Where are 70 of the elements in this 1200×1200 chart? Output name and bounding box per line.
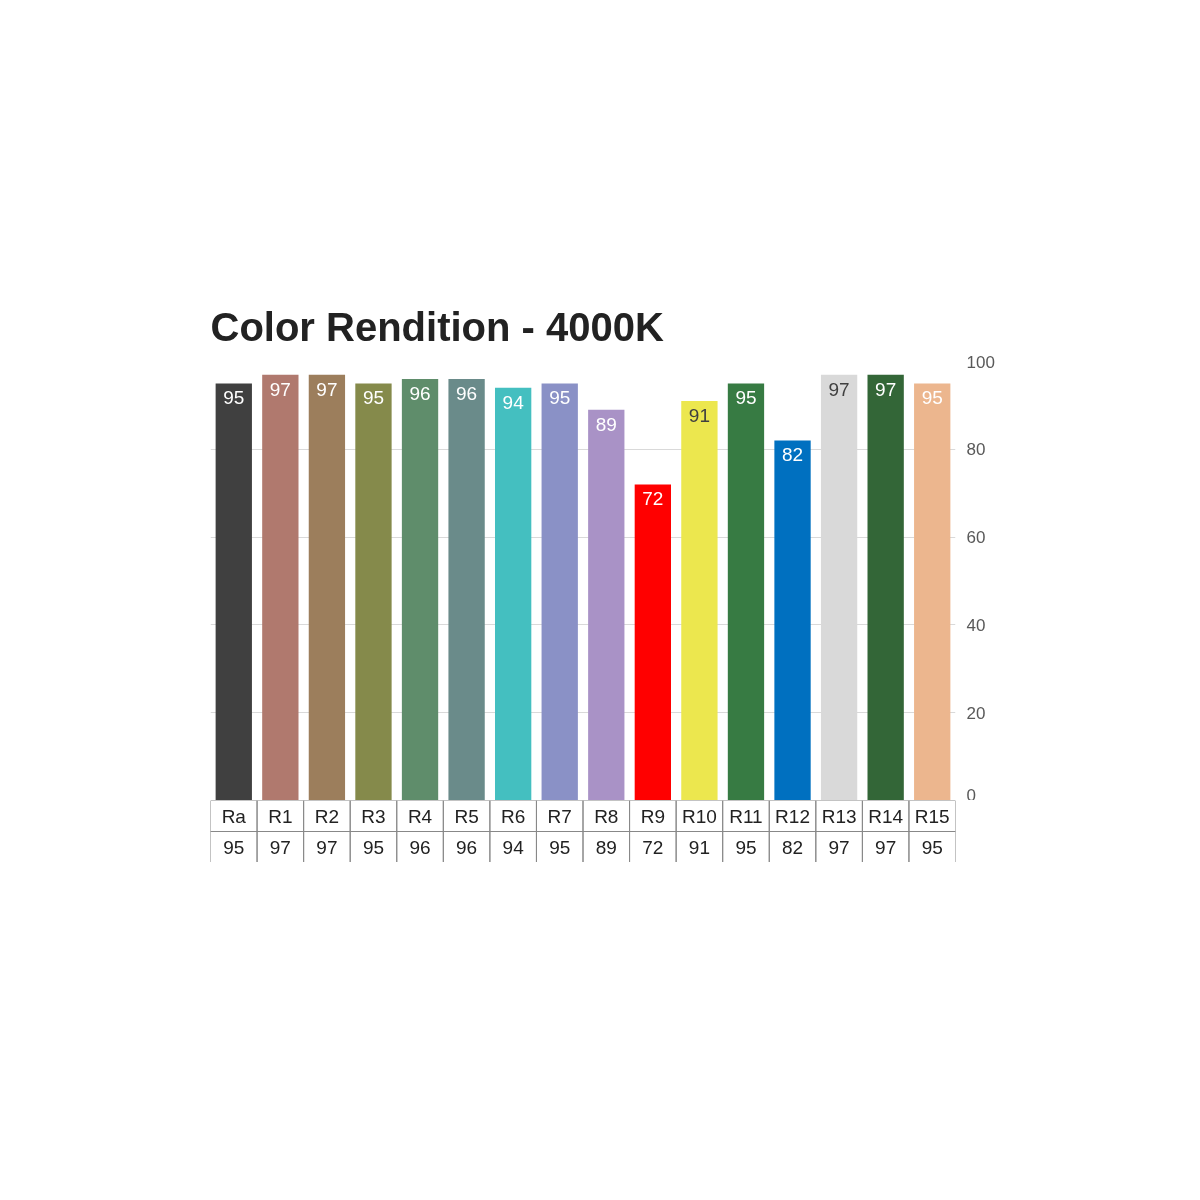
bar xyxy=(727,383,765,800)
annotation: 96 xyxy=(456,382,478,404)
bar xyxy=(308,374,346,800)
bar xyxy=(262,374,299,800)
bar xyxy=(867,374,904,800)
data-label: 94 xyxy=(502,836,525,858)
data-label: 95 xyxy=(223,836,245,858)
annotation: 96 xyxy=(409,382,431,404)
data-label: 82 xyxy=(781,836,804,858)
annotation: 94 xyxy=(502,391,525,413)
x-tick-label: R5 xyxy=(454,805,479,827)
bar xyxy=(774,440,811,800)
annotation: 97 xyxy=(269,378,291,400)
data-label: 97 xyxy=(269,836,291,858)
bar xyxy=(355,383,392,800)
data-label: 97 xyxy=(875,836,897,858)
x-tick-label: R2 xyxy=(314,805,340,827)
data-label: 95 xyxy=(549,836,571,858)
chart-title: Color Rendition - 4000K xyxy=(210,305,664,349)
x-tick-label: R11 xyxy=(729,805,763,827)
data-label: 91 xyxy=(688,836,710,858)
annotation: 95 xyxy=(921,387,943,409)
bar xyxy=(541,383,578,800)
x-tick-label: R6 xyxy=(501,805,526,827)
y-tick-label: 100 xyxy=(966,352,995,372)
annotation: 91 xyxy=(688,404,710,426)
data-label: 89 xyxy=(595,836,617,858)
annotation: 97 xyxy=(828,378,850,400)
annotation: 82 xyxy=(781,444,804,466)
bar xyxy=(495,387,532,800)
x-tick-label: R12 xyxy=(775,805,810,827)
data-label: 96 xyxy=(456,836,478,858)
x-tick-label: R4 xyxy=(407,805,433,827)
annotation: 97 xyxy=(316,378,338,400)
data-label: 97 xyxy=(828,836,850,858)
bar xyxy=(401,379,439,800)
x-tick-label: R8 xyxy=(594,805,619,827)
x-tick-label: R15 xyxy=(914,805,950,827)
data-label: 97 xyxy=(316,836,338,858)
y-tick-label: 80 xyxy=(966,440,986,460)
x-tick-label: Ra xyxy=(221,805,247,827)
data-label: 95 xyxy=(735,836,757,858)
x-tick-label: R9 xyxy=(640,805,665,827)
data-label: 95 xyxy=(362,836,385,858)
y-tick-label: 40 xyxy=(966,615,986,635)
annotation: 89 xyxy=(595,413,617,435)
x-tick-label: R10 xyxy=(681,805,717,827)
bar xyxy=(914,383,951,800)
data-label: 95 xyxy=(921,836,943,858)
x-tick-label: R1 xyxy=(268,805,293,827)
y-tick-label: 0 xyxy=(966,785,976,805)
bar xyxy=(588,409,625,800)
annotation: 95 xyxy=(549,387,571,409)
bar xyxy=(448,379,485,800)
y-tick-label: 20 xyxy=(966,703,986,723)
bar xyxy=(681,401,718,800)
bar xyxy=(215,383,252,800)
annotation: 95 xyxy=(223,387,245,409)
x-tick-label: R3 xyxy=(361,805,386,827)
x-tick-label: R14 xyxy=(868,805,904,827)
annotation: 97 xyxy=(875,378,897,400)
x-tick-label: R13 xyxy=(821,805,857,827)
x-tick-label: R7 xyxy=(547,805,572,827)
annotation: 95 xyxy=(735,387,757,409)
y-tick-label: 60 xyxy=(966,528,986,548)
annotation: 72 xyxy=(642,488,664,510)
data-label: 72 xyxy=(642,836,664,858)
annotation: 95 xyxy=(362,387,385,409)
data-label: 96 xyxy=(409,836,431,858)
bar xyxy=(634,484,671,800)
